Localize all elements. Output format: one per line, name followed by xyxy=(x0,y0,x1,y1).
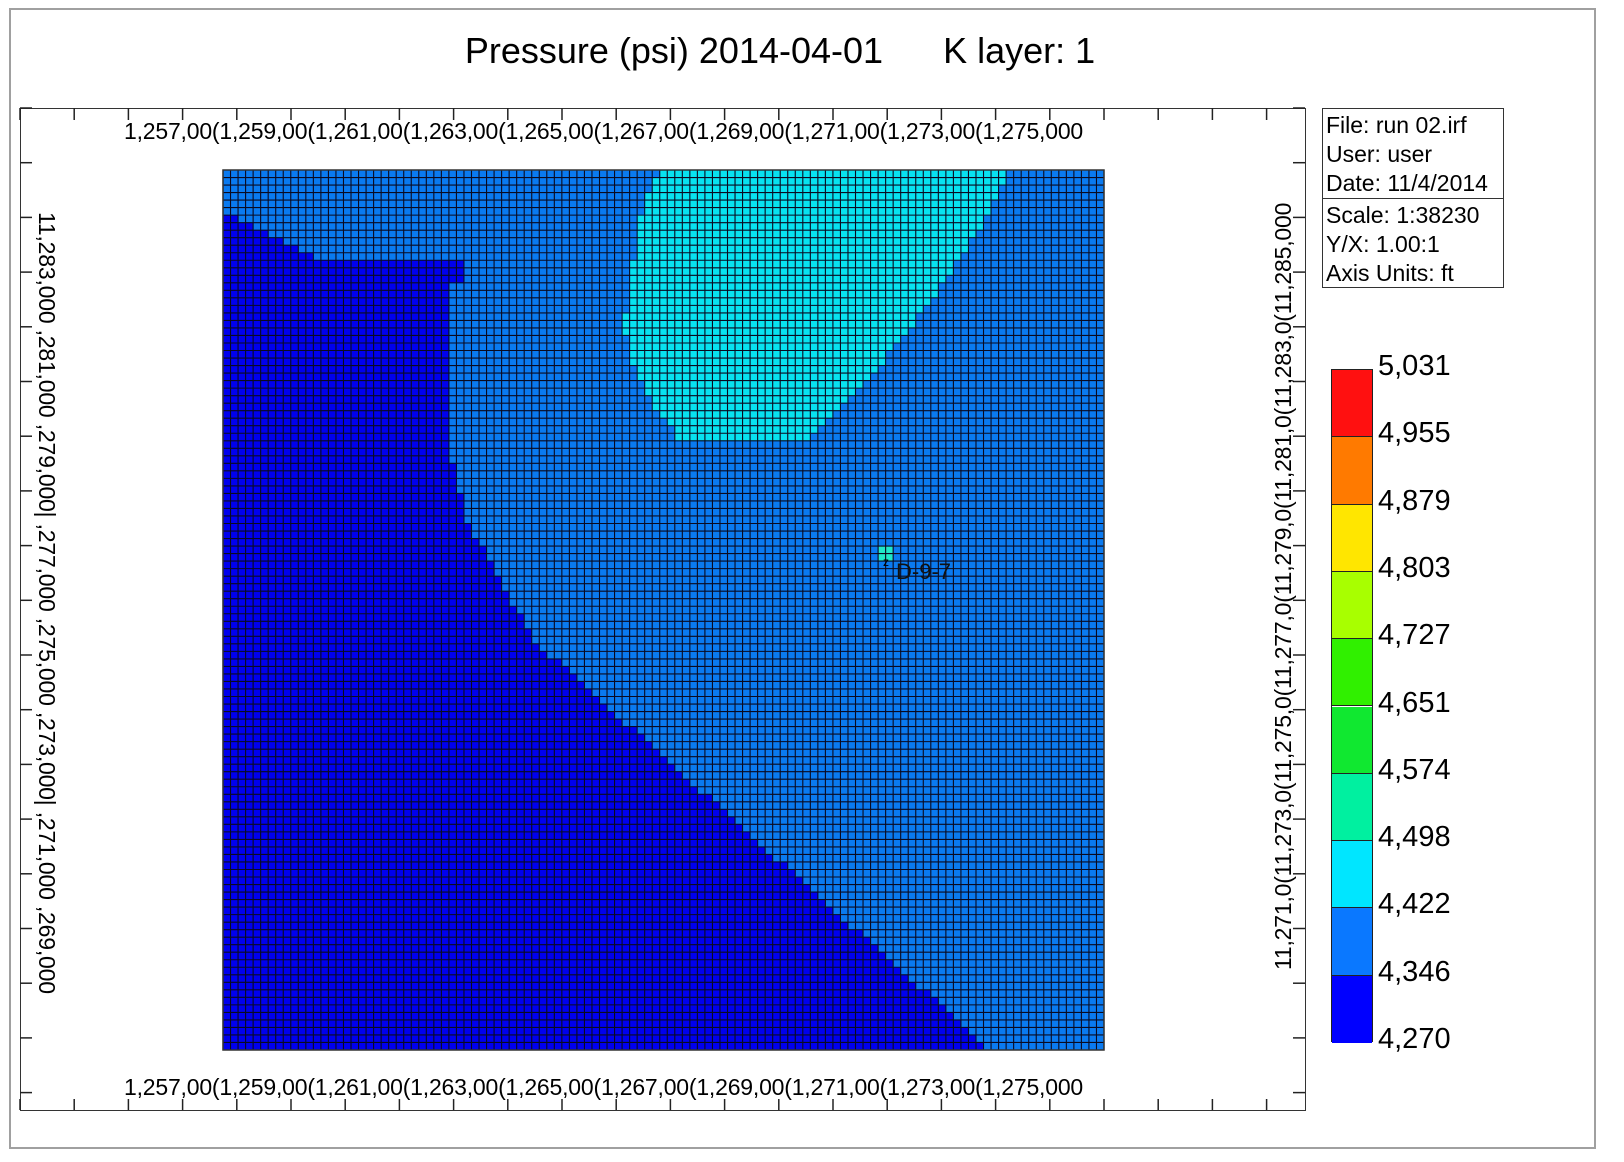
info-box: File: run 02.irf User: user Date: 11/4/2… xyxy=(1322,108,1504,288)
info-scale-section: Scale: 1:38230 Y/X: 1.00:1 Axis Units: f… xyxy=(1323,198,1503,288)
legend-label: 4,955 xyxy=(1378,417,1451,450)
well-marker-icon[interactable]: z xyxy=(883,555,889,569)
y-axis-labels-right: 11,271,0(11,273,0(11,275,0(11,277,0(11,2… xyxy=(1270,202,1296,970)
info-yx: Y/X: 1.00:1 xyxy=(1326,231,1440,257)
legend-label: 4,498 xyxy=(1378,821,1451,854)
legend-label: 4,346 xyxy=(1378,955,1451,988)
legend-swatch xyxy=(1332,706,1372,774)
legend-swatch xyxy=(1332,504,1372,572)
title-main: Pressure (psi) 2014-04-01 xyxy=(464,30,884,71)
y-axis-labels-left: 11,283,000 ,281,000 ,279,000| ,277,000 ,… xyxy=(34,212,60,994)
legend-label: 5,031 xyxy=(1378,350,1451,382)
legend-label: 4,422 xyxy=(1378,888,1451,921)
info-file: File: run 02.irf xyxy=(1326,112,1467,138)
title-layer: K layer: 1 xyxy=(943,30,1096,71)
info-user: User: user xyxy=(1326,141,1433,167)
plot-frame xyxy=(20,108,1306,1111)
info-date: Date: 11/4/2014 xyxy=(1326,170,1488,196)
legend-label: 4,651 xyxy=(1378,686,1451,719)
chart-title: Pressure (psi) 2014-04-01 K layer: 1 xyxy=(0,30,1560,72)
info-axis-units: Axis Units: ft xyxy=(1326,260,1454,286)
legend-label: 4,879 xyxy=(1378,484,1451,517)
legend-label: 4,727 xyxy=(1378,619,1451,652)
legend-label: 4,803 xyxy=(1378,551,1451,584)
legend-label: 4,574 xyxy=(1378,753,1451,786)
legend-swatch xyxy=(1332,908,1372,976)
legend-swatch xyxy=(1332,370,1372,438)
legend-swatch xyxy=(1332,639,1372,707)
well-label[interactable]: D-9-7 xyxy=(896,559,952,584)
x-axis-labels-top: 1,257,00(1,259,00(1,261,00(1,263,00(1,26… xyxy=(124,118,1084,144)
color-legend xyxy=(1331,369,1373,1043)
legend-swatch xyxy=(1332,975,1372,1043)
legend-swatch xyxy=(1332,437,1372,505)
info-scale: Scale: 1:38230 xyxy=(1326,202,1480,228)
legend-swatch xyxy=(1332,773,1372,842)
x-axis-labels-bottom: 1,257,00(1,259,00(1,261,00(1,263,00(1,26… xyxy=(124,1074,1084,1100)
info-file-section: File: run 02.irf User: user Date: 11/4/2… xyxy=(1323,109,1503,198)
legend-label: 4,270 xyxy=(1378,1023,1451,1055)
legend-swatch xyxy=(1332,841,1372,909)
legend-swatch xyxy=(1332,571,1372,640)
